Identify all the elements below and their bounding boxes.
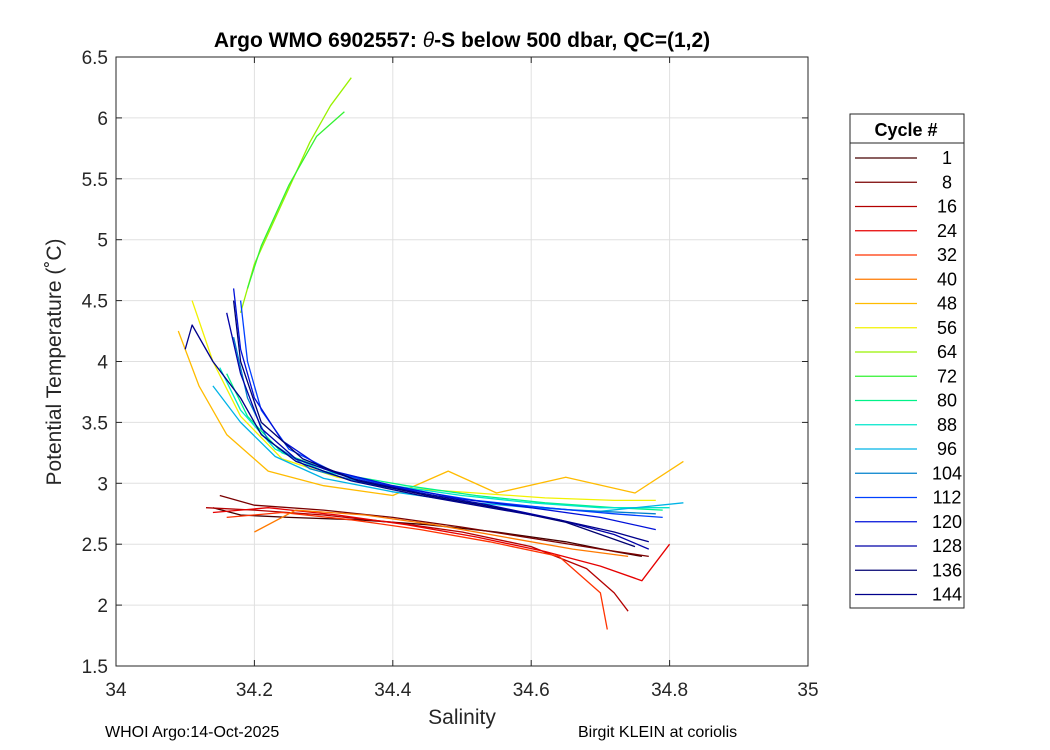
- legend-box: [849, 113, 965, 609]
- x-tick-label: 34: [105, 680, 127, 701]
- legend-label: 80: [937, 391, 957, 411]
- legend-label: 32: [937, 245, 957, 265]
- x-tick-label: 34.4: [374, 680, 411, 701]
- legend-label: 144: [932, 585, 962, 605]
- plot-area: 34 34.2 34.4 34.6 34.8 35 1.5 2 2.5 3 3.5 4 4.5 5 5.5…: [82, 48, 819, 701]
- legend-label: 104: [932, 463, 962, 483]
- y-tick-label: 6.5: [82, 48, 108, 69]
- series-line-cycle-80: [226, 373, 663, 511]
- legend-label: 88: [937, 415, 957, 435]
- legend-label: 48: [937, 294, 957, 314]
- x-tick-label: 34.2: [236, 680, 273, 701]
- series-line-cycle-72: [246, 111, 345, 289]
- legend-label: 136: [932, 560, 962, 580]
- legend-label: 72: [937, 366, 957, 386]
- x-axis-label: Salinity: [428, 706, 496, 729]
- legend-label: 128: [932, 536, 962, 556]
- y-tick-label: 6: [97, 109, 108, 130]
- series-line-cycle-128: [226, 312, 650, 550]
- series-line-cycle-144: [184, 324, 649, 543]
- y-tick-label: 4: [97, 353, 108, 374]
- series-line-cycle-112: [239, 300, 663, 519]
- legend-label: 56: [937, 318, 957, 338]
- series-line-cycle-40: [254, 509, 629, 558]
- footer-right: Birgit KLEIN at coriolis: [578, 724, 738, 741]
- y-tick-label: 3: [97, 474, 108, 495]
- legend-label: 16: [937, 197, 957, 217]
- legend-title: Cycle #: [874, 120, 937, 140]
- y-tick-label: 5: [97, 231, 108, 252]
- legend-label: 24: [937, 221, 957, 241]
- y-axis: 1.5 2 2.5 3 3.5 4 4.5 5 5.5 6 6.5: [82, 48, 808, 678]
- legend-label: 8: [942, 172, 952, 192]
- chart-title: Argo WMO 6902557: θ-S below 500 dbar, QC…: [214, 29, 710, 52]
- x-axis: 34 34.2 34.4 34.6 34.8 35: [105, 57, 819, 701]
- x-tick-label: 35: [797, 680, 818, 701]
- series-line-cycle-16: [205, 507, 629, 612]
- series-line-cycle-120: [232, 288, 656, 531]
- legend-label: 120: [932, 512, 962, 532]
- legend-label: 64: [937, 342, 957, 362]
- y-tick-label: 4.5: [82, 292, 108, 313]
- legend-entries: 1 8 16 24 32 40 48 56 64 72 80 88 96 104 112 120 128 136 1…: [855, 148, 962, 605]
- footer-left: WHOI Argo:14-Oct-2025: [105, 724, 280, 741]
- y-tick-label: 3.5: [82, 413, 108, 434]
- legend-label: 1: [942, 148, 952, 168]
- legend-label: 96: [937, 439, 957, 459]
- y-tick-label: 1.5: [82, 657, 108, 678]
- series-line-cycle-8: [219, 494, 649, 558]
- series-lines: [177, 77, 684, 630]
- legend-label: 40: [937, 269, 957, 289]
- y-tick-label: 2: [97, 596, 108, 617]
- legend: Cycle # 1 8 16 24 32 40 48 56 64 72 80 88 96 104 112 12…: [849, 113, 965, 609]
- y-axis-label: Potential Temperature (˚C): [43, 238, 66, 485]
- y-tick-label: 5.5: [82, 170, 108, 191]
- x-tick-label: 34.8: [651, 680, 688, 701]
- series-line-cycle-32: [226, 511, 608, 630]
- series-line-cycle-24: [212, 507, 671, 582]
- y-tick-label: 2.5: [82, 535, 108, 556]
- series-line-cycle-48: [177, 330, 684, 497]
- x-tick-label: 34.6: [513, 680, 550, 701]
- legend-label: 112: [933, 488, 962, 508]
